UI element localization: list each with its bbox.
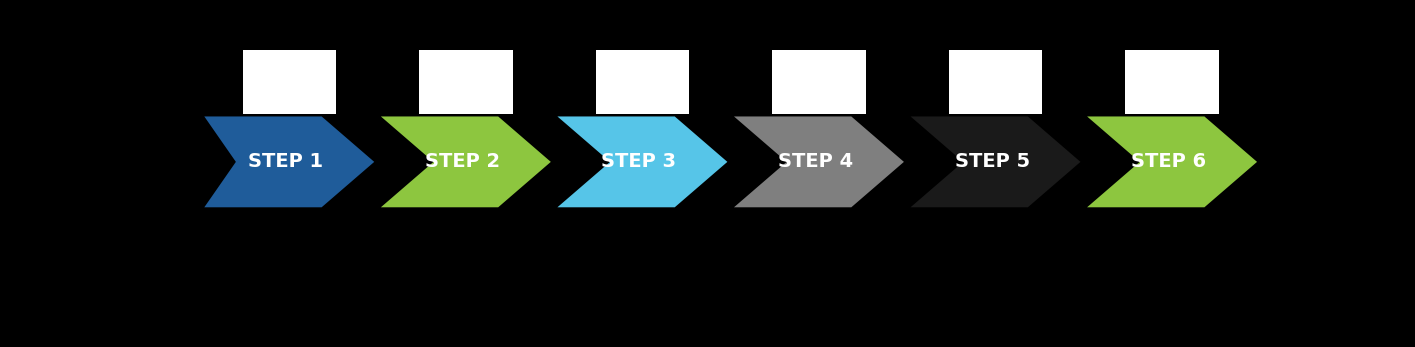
Text: STEP 6: STEP 6 [1131, 152, 1206, 171]
FancyBboxPatch shape [419, 50, 512, 114]
FancyBboxPatch shape [949, 50, 1043, 114]
FancyBboxPatch shape [1125, 50, 1218, 114]
FancyBboxPatch shape [773, 50, 866, 114]
Polygon shape [1087, 117, 1257, 207]
FancyBboxPatch shape [242, 50, 335, 114]
Text: STEP 3: STEP 3 [601, 152, 676, 171]
Polygon shape [381, 117, 550, 207]
FancyBboxPatch shape [596, 50, 689, 114]
Text: STEP 2: STEP 2 [424, 152, 499, 171]
Polygon shape [734, 117, 904, 207]
Polygon shape [558, 117, 727, 207]
Text: STEP 4: STEP 4 [778, 152, 853, 171]
Polygon shape [204, 117, 374, 207]
Text: STEP 5: STEP 5 [955, 152, 1030, 171]
Polygon shape [910, 117, 1081, 207]
Text: STEP 1: STEP 1 [248, 152, 324, 171]
